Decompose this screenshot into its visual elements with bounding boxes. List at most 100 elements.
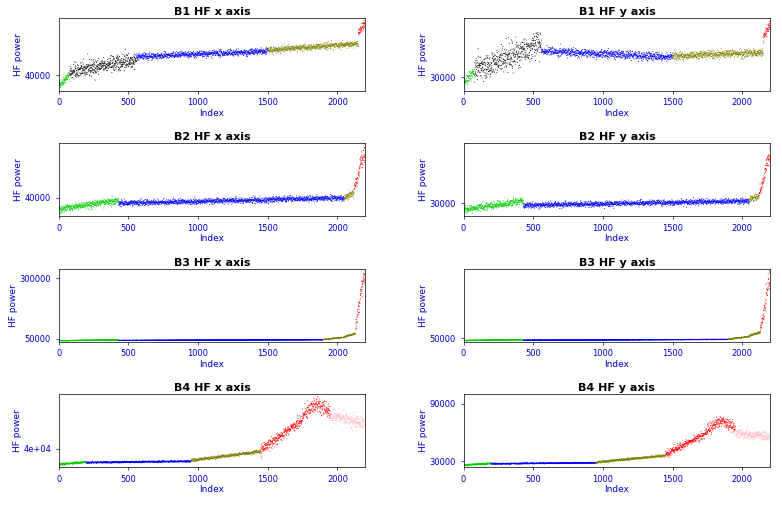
Point <box>653 453 665 461</box>
Point <box>661 450 673 459</box>
Point <box>637 452 649 461</box>
Point <box>734 196 747 205</box>
Point <box>292 336 305 344</box>
Point <box>627 455 640 463</box>
Point <box>741 333 753 341</box>
Point <box>613 336 626 344</box>
Point <box>267 434 280 442</box>
Point <box>504 196 517 205</box>
Point <box>267 439 279 447</box>
Point <box>91 65 104 73</box>
Point <box>748 46 760 55</box>
Point <box>283 336 296 344</box>
Point <box>80 336 92 344</box>
Point <box>231 336 243 344</box>
Point <box>735 199 748 208</box>
Point <box>744 332 757 340</box>
Point <box>244 195 256 204</box>
Point <box>81 70 93 78</box>
Point <box>559 336 572 344</box>
Point <box>691 54 704 62</box>
Point <box>63 337 75 345</box>
Point <box>723 52 735 60</box>
Point <box>589 336 601 344</box>
Point <box>126 336 138 344</box>
Point <box>128 200 141 208</box>
Point <box>220 49 232 57</box>
Point <box>579 459 592 467</box>
Point <box>261 46 274 55</box>
Point <box>461 205 473 213</box>
Point <box>500 197 513 205</box>
Point <box>80 200 92 209</box>
Point <box>107 197 120 205</box>
Point <box>505 54 518 62</box>
Point <box>165 53 178 61</box>
Point <box>743 333 755 341</box>
Point <box>489 336 501 344</box>
Point <box>544 459 557 467</box>
Point <box>242 336 254 344</box>
Point <box>736 333 748 341</box>
Point <box>234 336 246 344</box>
Point <box>58 76 70 84</box>
Point <box>192 200 204 208</box>
Point <box>461 207 473 215</box>
Point <box>675 198 687 207</box>
Point <box>752 47 764 56</box>
Point <box>302 401 314 410</box>
Point <box>233 48 246 57</box>
Point <box>561 46 573 54</box>
Point <box>710 50 723 59</box>
Point <box>500 336 513 344</box>
Point <box>740 426 752 434</box>
Point <box>601 197 614 206</box>
Point <box>284 45 296 54</box>
Point <box>604 457 616 465</box>
Point <box>462 337 475 345</box>
Point <box>619 336 632 344</box>
Point <box>518 199 530 208</box>
Point <box>307 406 320 414</box>
Point <box>152 52 165 60</box>
Point <box>533 200 546 209</box>
Point <box>235 48 248 57</box>
Point <box>586 459 599 467</box>
Point <box>196 454 208 462</box>
Point <box>170 458 182 466</box>
Point <box>191 50 203 58</box>
Point <box>754 185 766 193</box>
Point <box>156 197 169 206</box>
Point <box>344 413 357 421</box>
Point <box>606 199 619 208</box>
Point <box>464 461 476 469</box>
Point <box>292 336 305 344</box>
Point <box>609 200 622 208</box>
Point <box>639 336 651 344</box>
Point <box>165 457 178 465</box>
Point <box>734 198 747 206</box>
Point <box>191 197 203 206</box>
Point <box>526 45 538 54</box>
Point <box>142 53 155 61</box>
Point <box>166 51 178 59</box>
Point <box>537 336 550 344</box>
Point <box>625 336 637 344</box>
Point <box>720 199 733 207</box>
Point <box>670 49 683 58</box>
Point <box>665 199 677 208</box>
Point <box>328 335 340 343</box>
Point <box>700 197 712 206</box>
Point <box>533 336 545 344</box>
Point <box>697 51 709 59</box>
Point <box>705 197 718 206</box>
Point <box>329 414 342 422</box>
Point <box>647 52 660 60</box>
Point <box>701 335 714 343</box>
Point <box>586 199 598 207</box>
Point <box>653 51 665 59</box>
Point <box>249 48 261 57</box>
Point <box>580 459 593 467</box>
Point <box>647 196 659 204</box>
Point <box>709 423 722 431</box>
